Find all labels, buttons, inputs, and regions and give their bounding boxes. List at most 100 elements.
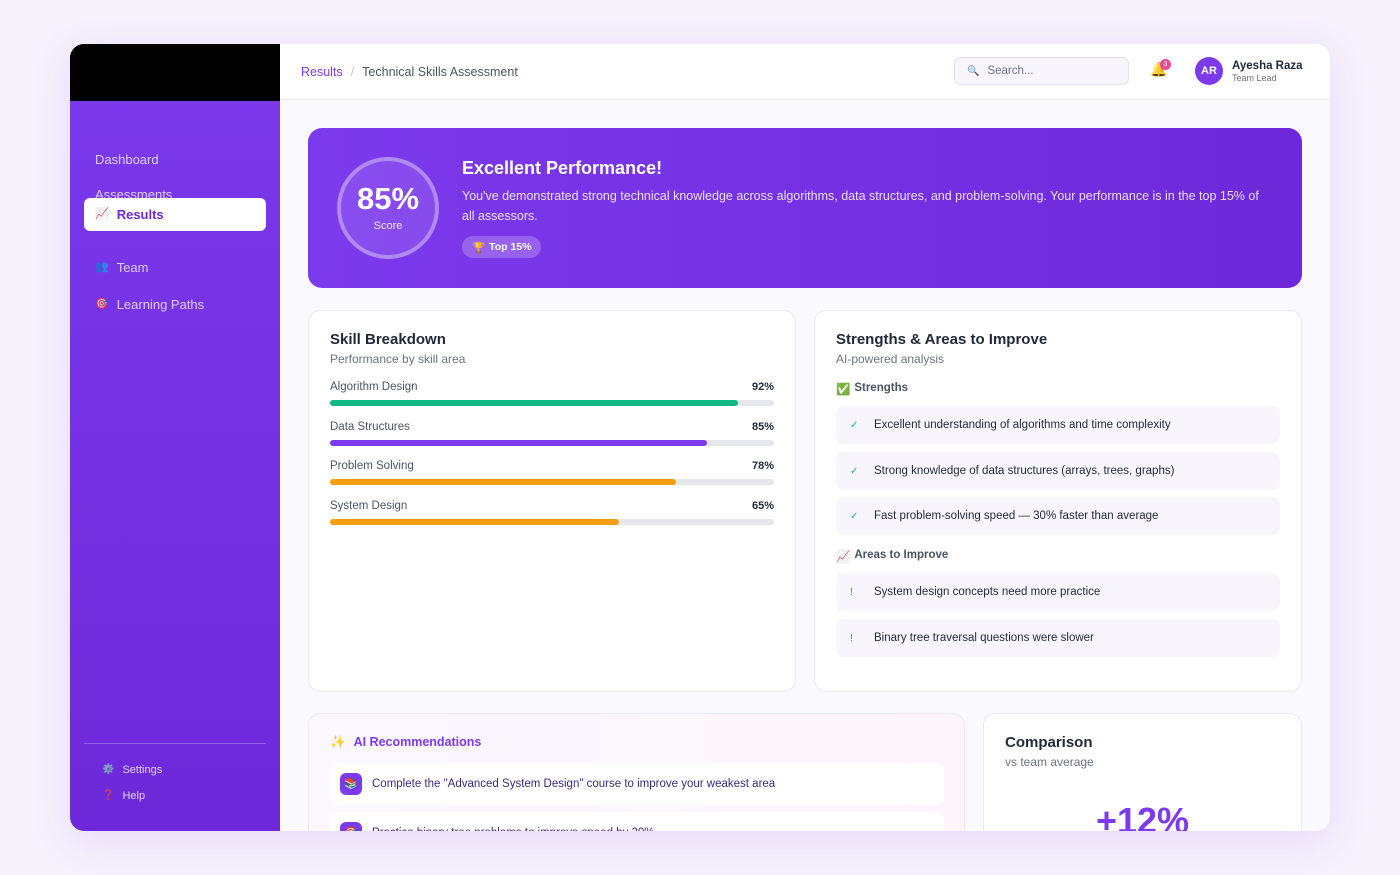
rec-text: Practice binary tree problems to improve… xyxy=(372,827,655,831)
nav-icon: 📈 xyxy=(95,208,109,220)
user-name: Ayesha Raza xyxy=(1232,60,1303,72)
analysis-item: ! Binary tree traversal questions were sl… xyxy=(836,619,1280,657)
skill-track xyxy=(330,479,774,485)
card-title: Skill Breakdown xyxy=(330,331,446,348)
recommendation[interactable]: 📚 Complete the "Advanced System Design" c… xyxy=(330,763,944,805)
search-icon: 🔍 xyxy=(967,65,980,77)
hero-badge: 🏆 Top 15% xyxy=(462,236,542,258)
card-title: Comparison xyxy=(1005,734,1093,751)
skill-value: 85% xyxy=(751,420,774,433)
skill-value: 78% xyxy=(751,460,774,472)
comparison-value: +12% xyxy=(1095,800,1190,831)
score-caption: Score xyxy=(373,220,403,232)
logo-area xyxy=(70,44,280,101)
badge-text: Top 15% xyxy=(489,241,532,253)
item-text: System design concepts need more practic… xyxy=(874,586,1101,598)
skill-name: Data Structures xyxy=(330,420,410,433)
footer-item[interactable]: ❓ Help xyxy=(102,790,145,802)
notification-bell[interactable]: 🔔 3 xyxy=(1150,59,1171,78)
breadcrumb-current: Technical Skills Assessment xyxy=(362,65,518,79)
breadcrumb-link[interactable]: Results xyxy=(301,65,343,79)
card-title: Strengths & Areas to Improve xyxy=(836,331,1048,348)
heading-icon: 📈 xyxy=(836,551,851,563)
comparison-card: Comparison vs team average +12% xyxy=(983,713,1302,831)
nav-label: Results xyxy=(116,207,164,222)
footer-label: Help xyxy=(122,790,146,802)
item-mark: ✓ xyxy=(850,510,859,522)
search-box[interactable]: 🔍 Search... xyxy=(954,57,1129,85)
footer-label: Settings xyxy=(122,764,163,776)
sidebar: Dashboard Assessments 📈 Results 👥 Team 🎯 Learni… xyxy=(70,44,280,831)
skill-track xyxy=(330,400,774,406)
nav-label: Team xyxy=(116,260,149,275)
hero-title: Excellent Performance! xyxy=(462,158,663,178)
avatar[interactable]: AR xyxy=(1195,57,1223,85)
nav-icon: 👥 xyxy=(95,261,109,273)
heading-text: Strengths xyxy=(854,382,908,394)
item-text: Fast problem-solving speed — 30% faster … xyxy=(874,510,1159,522)
analysis-item: ✓ Fast problem-solving speed — 30% faster… xyxy=(836,497,1280,535)
skill-name: Algorithm Design xyxy=(330,381,418,393)
footer-icon: ❓ xyxy=(102,790,115,801)
heading-icon: ✅ xyxy=(836,384,851,396)
skill-bar xyxy=(330,439,708,446)
rec-text: Complete the "Advanced System Design" co… xyxy=(372,778,776,790)
skill-name: System Design xyxy=(330,499,408,512)
item-text: Binary tree traversal questions were slo… xyxy=(874,632,1094,644)
item-text: Excellent understanding of algorithms an… xyxy=(874,419,1171,431)
nav-item[interactable]: 👥 Team xyxy=(84,251,266,284)
skill-value: 92% xyxy=(751,381,774,393)
item-text: Strong knowledge of data structures (arr… xyxy=(874,465,1175,477)
breadcrumb-separator: / xyxy=(350,65,355,79)
skill-value: 65% xyxy=(751,499,774,512)
skill-track xyxy=(330,518,774,525)
card-title: ✨ AI Recommendations xyxy=(330,735,481,750)
user-role: Team Lead xyxy=(1232,73,1277,83)
divider xyxy=(84,743,266,744)
card-subtitle: vs team average xyxy=(1005,755,1094,769)
section-heading: 📈 Areas to Improve xyxy=(836,549,948,563)
card-subtitle: AI-powered analysis xyxy=(836,352,945,366)
item-mark: ! xyxy=(850,586,853,598)
top-bar: Results / Technical Skills Assessment 🔍 … xyxy=(280,44,1330,100)
score-ring xyxy=(337,157,439,259)
rec-icon: 🎯 xyxy=(340,822,362,831)
card-subtitle: Performance by skill area xyxy=(330,352,466,366)
nav-item[interactable]: 📈 Results xyxy=(84,198,266,231)
recommendation[interactable]: 🎯 Practice binary tree problems to improv… xyxy=(330,812,944,831)
nav-item[interactable]: Dashboard xyxy=(84,143,266,176)
item-mark: ✓ xyxy=(850,465,859,477)
footer-icon: ⚙️ xyxy=(102,764,115,775)
footer-item[interactable]: ⚙️ Settings xyxy=(102,764,162,776)
title-icon: ✨ xyxy=(330,735,346,749)
nav-icon: 🎯 xyxy=(95,298,109,310)
search-placeholder: Search... xyxy=(987,65,1034,77)
recommendations-card: ✨ AI Recommendations 📚 Complete the "Advan… xyxy=(308,713,965,831)
analysis-item: ✓ Strong knowledge of data structures (ar… xyxy=(836,452,1280,490)
hero-text: You've demonstrated strong technical kno… xyxy=(462,189,1259,223)
breadcrumb: Results / Technical Skills Assessment xyxy=(301,65,518,79)
app-frame: Dashboard Assessments 📈 Results 👥 Team 🎯 Learni… xyxy=(70,44,1330,831)
analysis-item: ! System design concepts need more practi… xyxy=(836,573,1280,611)
analysis-card: Strengths & Areas to Improve AI-powered … xyxy=(814,310,1302,692)
badge-icon: 🏆 xyxy=(472,241,486,254)
section-heading: ✅ Strengths xyxy=(836,382,908,396)
skills-card: Skill Breakdown Performance by skill are… xyxy=(308,310,796,692)
analysis-item: ✓ Excellent understanding of algorithms a… xyxy=(836,406,1280,444)
title-text: AI Recommendations xyxy=(353,735,482,749)
nav-item[interactable]: 🎯 Learning Paths xyxy=(84,288,266,321)
hero-card: 85% Score Excellent Performance! You've … xyxy=(308,128,1302,288)
skill-name: Problem Solving xyxy=(330,460,414,472)
score: 85% xyxy=(356,181,420,216)
nav-label: Learning Paths xyxy=(116,297,205,312)
item-mark: ! xyxy=(850,632,853,644)
nav-label: Dashboard xyxy=(95,152,159,167)
notification-badge: 3 xyxy=(1160,59,1171,70)
item-mark: ✓ xyxy=(850,419,859,431)
skill-bar xyxy=(330,518,619,525)
skill-bar xyxy=(330,400,739,406)
heading-text: Areas to Improve xyxy=(854,549,949,561)
skill-bar xyxy=(330,479,677,485)
skill-track xyxy=(330,439,774,446)
